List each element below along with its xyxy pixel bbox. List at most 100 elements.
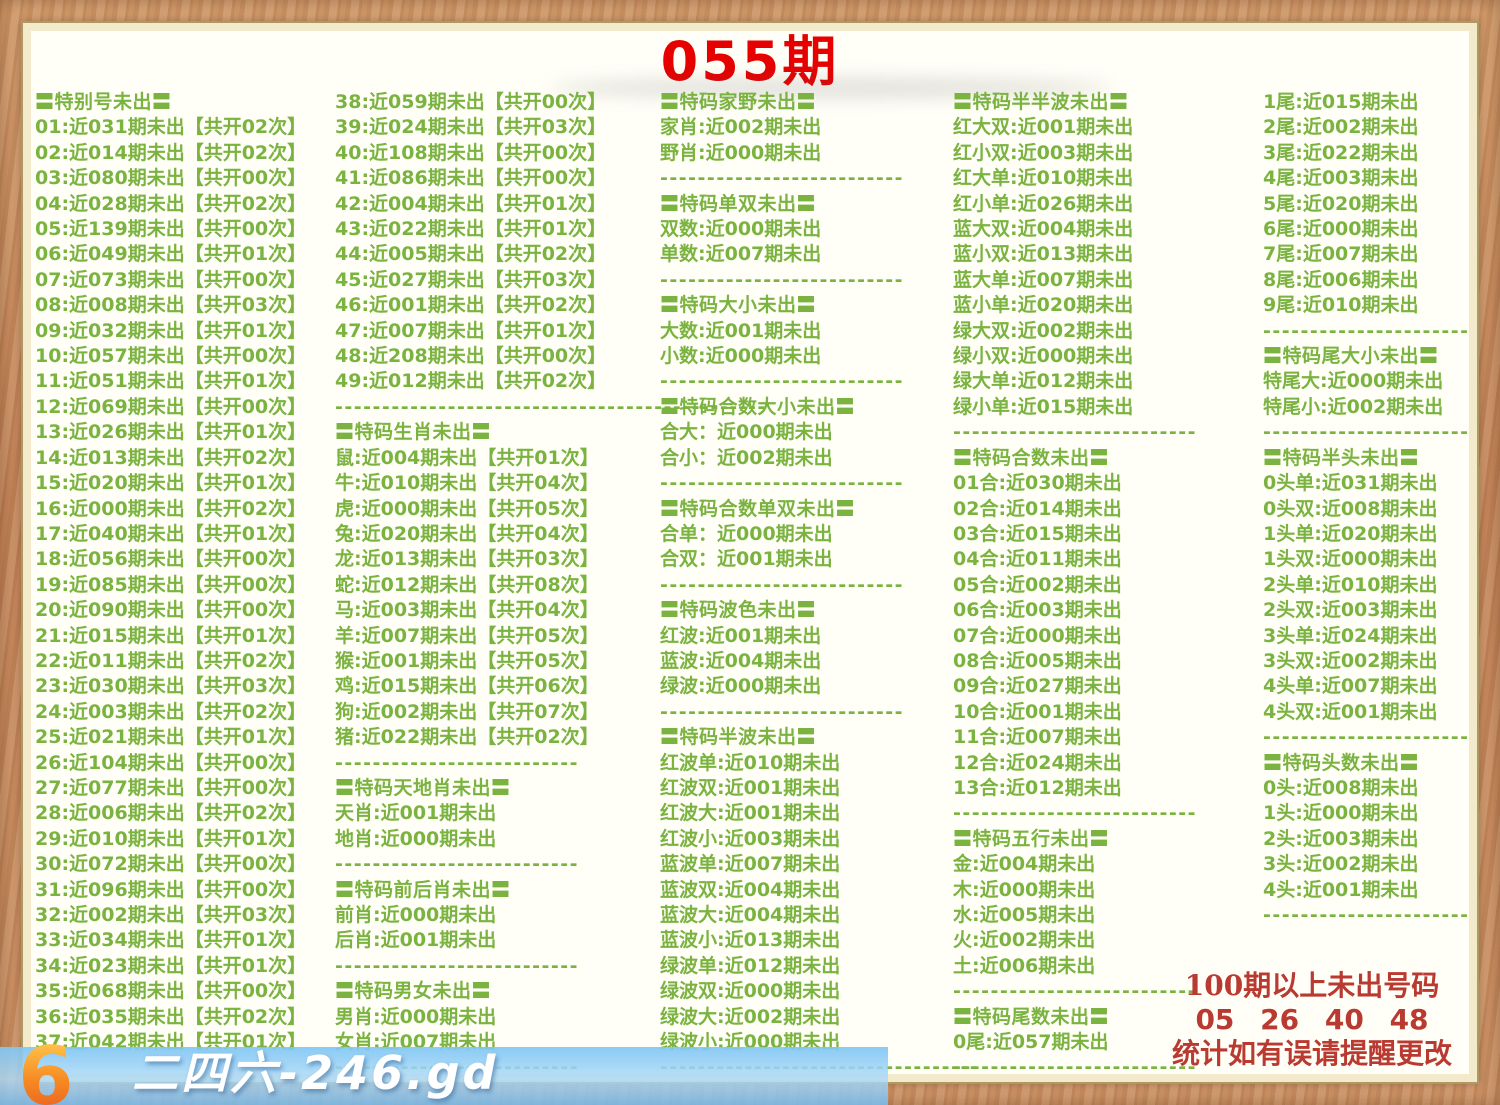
divider: -------------------------- — [335, 954, 580, 977]
section-header: 〓特码大小未出〓 — [660, 294, 817, 317]
stat-line: 33:近034期未出【共开01次】 — [35, 929, 307, 952]
column-2: 38:近059期未出【共开00次】 39:近024期未出【共开03次】 40:近10… — [335, 90, 767, 1074]
section-header: 〓特码头数未出〓 — [1263, 751, 1420, 774]
stat-line: 蓝波小:近013期未出 — [660, 929, 841, 952]
section-header: 〓特码单双未出〓 — [660, 192, 817, 215]
stat-line: 30:近072期未出【共开00次】 — [35, 853, 307, 876]
stat-line: 2头单:近010期未出 — [1263, 573, 1438, 596]
stat-line: 42:近004期未出【共开01次】 — [335, 192, 607, 215]
stat-line: 猪:近022期未出【共开02次】 — [335, 726, 599, 749]
stat-line: 34:近023期未出【共开01次】 — [35, 954, 307, 977]
divider: -------------------------- — [660, 472, 905, 495]
stat-line: 绿波双:近000期未出 — [660, 980, 841, 1003]
stat-line: 绿波:近000期未出 — [660, 675, 822, 698]
stat-line: 红波双:近001期未出 — [660, 776, 841, 799]
divider: -------------------------- — [660, 700, 905, 723]
section-header: 〓特码波色未出〓 — [660, 599, 817, 622]
stat-line: 2尾:近002期未出 — [1263, 116, 1419, 139]
stat-line: 火:近002期未出 — [953, 929, 1096, 952]
section-header: 〓特码尾大小未出〓 — [1263, 345, 1439, 368]
stat-line: 18:近056期未出【共开00次】 — [35, 548, 307, 571]
column-1: 〓特别号未出〓 01:近031期未出【共开02次】 02:近014期未出【共开02次… — [35, 90, 306, 1055]
stat-line: 13:近026期未出【共开01次】 — [35, 421, 307, 444]
stat-line: 45:近027期未出【共开03次】 — [335, 268, 607, 291]
stat-line: 02合:近014期未出 — [953, 497, 1122, 520]
stat-line: 01:近031期未出【共开02次】 — [35, 116, 307, 139]
stat-line: 红小双:近003期未出 — [953, 141, 1134, 164]
stat-line: 4头:近001期未出 — [1263, 878, 1419, 901]
section-header: 〓特码半半波未出〓 — [953, 91, 1129, 113]
divider: -------------------------- — [660, 268, 905, 291]
divider: -------------------------- — [1263, 421, 1469, 444]
section-header: 〓特码天地肖未出〓 — [335, 776, 511, 799]
stat-line: 红波小:近003期未出 — [660, 827, 841, 850]
stat-line: 17:近040期未出【共开01次】 — [35, 522, 307, 545]
stat-line: 小数:近000期未出 — [660, 345, 822, 368]
site-watermark-banner: 6 二四六-246.gd — [0, 1037, 888, 1105]
stat-line: 10:近057期未出【共开00次】 — [35, 345, 307, 368]
section-header: 〓特码合数未出〓 — [953, 446, 1110, 469]
stat-line: 红大单:近010期未出 — [953, 167, 1134, 190]
section-header: 〓特码合数大小未出〓 — [660, 395, 856, 418]
stat-line: 20:近090期未出【共开00次】 — [35, 599, 307, 622]
stat-line: 兔:近020期未出【共开04次】 — [335, 522, 599, 545]
stat-line: 3头:近002期未出 — [1263, 853, 1419, 876]
divider: -------------------------- — [335, 853, 580, 876]
overdue-numbers: 05 26 40 48 — [1195, 1003, 1429, 1036]
stat-line: 03合:近015期未出 — [953, 522, 1122, 545]
stat-line: 38:近059期未出【共开00次】 — [335, 91, 607, 113]
stat-line: 48:近208期未出【共开00次】 — [335, 345, 607, 368]
stat-line: 08:近008期未出【共开03次】 — [35, 294, 307, 317]
stat-line: 蓝小双:近013期未出 — [953, 243, 1134, 266]
stat-line: 大数:近001期未出 — [660, 319, 822, 342]
divider: -------------------------- — [953, 802, 1198, 825]
stat-line: 蓝大单:近007期未出 — [953, 268, 1134, 291]
stat-line: 0尾:近057期未出 — [953, 1031, 1109, 1054]
stat-line: 3尾:近022期未出 — [1263, 141, 1419, 164]
stat-line: 虎:近000期未出【共开05次】 — [335, 497, 599, 520]
section-header: 〓特码尾数未出〓 — [953, 1005, 1110, 1028]
divider: ------------------------------ — [1263, 726, 1469, 749]
stat-line: 02:近014期未出【共开02次】 — [35, 141, 307, 164]
stat-line: 06:近049期未出【共开01次】 — [35, 243, 307, 266]
stat-line: 46:近001期未出【共开02次】 — [335, 294, 607, 317]
stat-line: 14:近013期未出【共开02次】 — [35, 446, 307, 469]
column-4: 〓特码半半波未出〓 红大双:近001期未出 红小双:近003期未出 红大单:近010期… — [953, 90, 1197, 1074]
divider: -------------------------- — [335, 751, 580, 774]
stat-line: 31:近096期未出【共开00次】 — [35, 878, 307, 901]
stat-line: 绿大双:近002期未出 — [953, 319, 1134, 342]
stat-line: 猴:近001期未出【共开05次】 — [335, 649, 599, 672]
stat-line: 红波:近001期未出 — [660, 624, 822, 647]
stat-line: 01合:近030期未出 — [953, 472, 1122, 495]
stat-line: 25:近021期未出【共开01次】 — [35, 726, 307, 749]
stat-line: 10合:近001期未出 — [953, 700, 1122, 723]
stat-line: 06合:近003期未出 — [953, 599, 1122, 622]
stat-line: 2头:近003期未出 — [1263, 827, 1419, 850]
footer-notice: 100期以上未出号码 05 26 40 48 统计如有误请提醒更改 — [1157, 969, 1467, 1071]
stat-line: 35:近068期未出【共开00次】 — [35, 980, 307, 1003]
stat-line: 双数:近000期未出 — [660, 218, 822, 241]
stat-line: 6尾:近000期未出 — [1263, 218, 1419, 241]
stat-line: 绿大单:近012期未出 — [953, 370, 1134, 393]
stat-line: 26:近104期未出【共开00次】 — [35, 751, 307, 774]
stat-line: 27:近077期未出【共开00次】 — [35, 776, 307, 799]
stat-line: 蓝波双:近004期未出 — [660, 878, 841, 901]
stat-line: 19:近085期未出【共开00次】 — [35, 573, 307, 596]
stat-line: 狗:近002期未出【共开07次】 — [335, 700, 599, 723]
stat-line: 野肖:近000期未出 — [660, 141, 822, 164]
stat-line: 36:近035期未出【共开02次】 — [35, 1005, 307, 1028]
stat-line: 蓝波:近004期未出 — [660, 649, 822, 672]
stat-line: 13合:近012期未出 — [953, 776, 1122, 799]
stat-line: 鸡:近015期未出【共开06次】 — [335, 675, 599, 698]
stat-line: 马:近003期未出【共开04次】 — [335, 599, 599, 622]
stat-line: 地肖:近000期未出 — [335, 827, 497, 850]
stat-line: 21:近015期未出【共开01次】 — [35, 624, 307, 647]
stat-line: 05:近139期未出【共开00次】 — [35, 218, 307, 241]
stat-line: 家肖:近002期未出 — [660, 116, 822, 139]
stat-line: 03:近080期未出【共开00次】 — [35, 167, 307, 190]
section-header: 〓特码半头未出〓 — [1263, 446, 1420, 469]
stat-line: 0头双:近008期未出 — [1263, 497, 1438, 520]
stat-line: 合双：近001期未出 — [660, 548, 833, 571]
section-header: 〓特码合数单双未出〓 — [660, 497, 856, 520]
